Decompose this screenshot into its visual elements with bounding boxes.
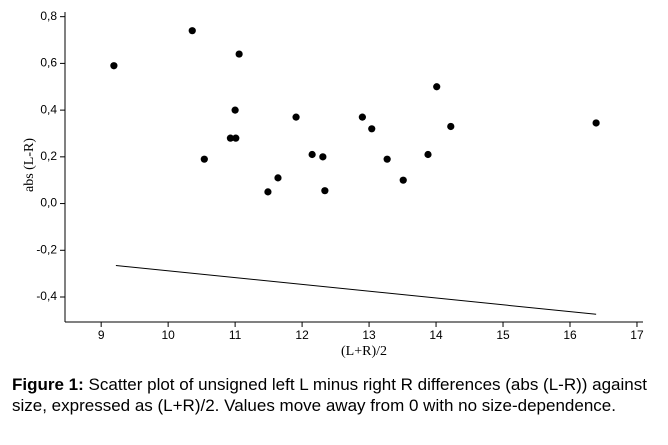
point	[319, 153, 327, 161]
y-axis-label: abs (L-R)	[22, 138, 37, 192]
point	[592, 119, 600, 127]
point	[235, 50, 243, 58]
point	[447, 122, 455, 131]
point	[188, 27, 196, 35]
caption-label: Figure 1:	[12, 375, 84, 394]
x-tick-label: 13	[362, 328, 376, 342]
caption: Figure 1: Scatter plot of unsigned left …	[12, 374, 662, 416]
point	[200, 155, 208, 163]
y-tick-label: 0,2	[40, 149, 57, 163]
x-tick-label: 10	[161, 328, 175, 342]
point	[292, 113, 300, 121]
x-tick-label: 16	[563, 328, 577, 342]
point	[308, 150, 316, 159]
point	[226, 134, 235, 142]
x-tick-label: 17	[630, 328, 644, 342]
chart: (L+R)/2 abs (L-R) 0,8 0,6 0,4 0,2 0,0 -0,2 -0,…	[22, 9, 644, 359]
fit-line	[115, 264, 597, 315]
point	[358, 113, 366, 121]
x-tick-label: 9	[98, 328, 105, 342]
y-tick-label: 0,0	[40, 196, 57, 210]
x-tick-label: 11	[229, 328, 242, 342]
point	[321, 187, 329, 195]
point	[231, 106, 239, 114]
y-tick-label: 0,6	[40, 56, 57, 70]
point	[264, 188, 272, 196]
point	[399, 176, 407, 184]
point	[274, 174, 282, 182]
point	[232, 134, 240, 142]
x-tick-label: 14	[429, 328, 443, 342]
caption-text: Scatter plot of unsigned left L minus ri…	[12, 375, 647, 415]
y-tick-label: 0,8	[40, 9, 57, 23]
point	[383, 155, 391, 163]
point	[110, 62, 118, 70]
point	[424, 150, 432, 159]
y-tick-label: -0,2	[36, 242, 57, 256]
y-tick-label: -0,4	[36, 289, 57, 303]
y-tick-label: 0,4	[40, 102, 57, 116]
x-tick-label: 15	[496, 328, 510, 342]
x-axis-label: (L+R)/2	[341, 344, 387, 359]
point	[368, 125, 376, 133]
x-tick-label: 12	[295, 328, 309, 342]
point	[433, 83, 441, 91]
